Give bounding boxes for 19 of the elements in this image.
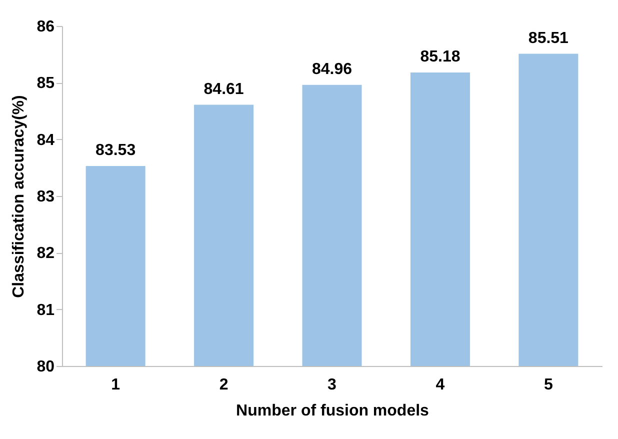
x-tick-label: 3 (328, 376, 337, 394)
data-label: 85.51 (528, 30, 569, 47)
y-tick-label: 86 (36, 18, 55, 36)
y-axis-title: Classification accuracy(%) (10, 95, 28, 298)
y-tick-label: 85 (36, 75, 55, 92)
x-tick-label: 1 (111, 376, 120, 394)
data-label: 85.18 (420, 48, 460, 66)
x-tick-label: 5 (544, 376, 553, 394)
data-label: 84.96 (312, 60, 352, 78)
x-tick-label: 4 (436, 376, 445, 394)
y-tick-label: 82 (36, 245, 55, 262)
y-tick-label: 80 (36, 358, 55, 376)
y-tick-label: 81 (36, 302, 55, 319)
x-tick-label: 2 (219, 376, 228, 394)
y-tick-label: 83 (36, 188, 55, 206)
data-label: 84.61 (204, 80, 244, 98)
x-axis-title: Number of fusion models (236, 402, 430, 420)
y-tick-label: 84 (36, 132, 55, 149)
data-label: 83.53 (96, 142, 136, 159)
